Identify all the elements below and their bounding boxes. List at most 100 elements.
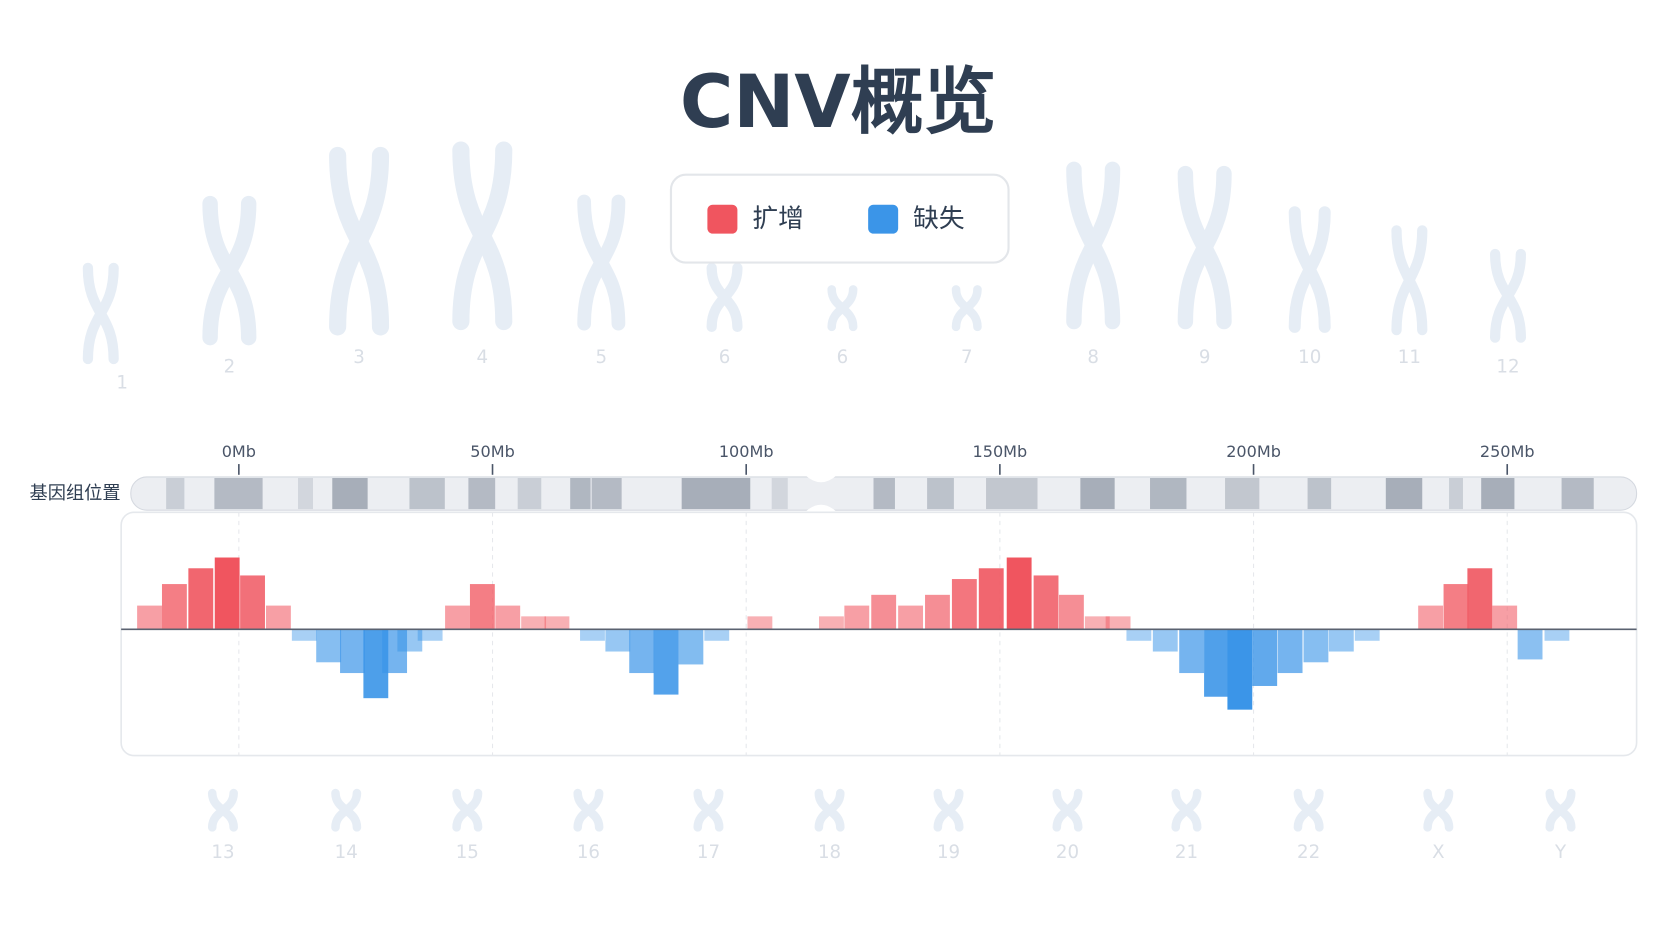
chromosome-arm [1177, 165, 1232, 330]
cnv-bar [316, 629, 342, 663]
chromosome-arm [573, 788, 604, 832]
cnv-bar [544, 616, 570, 630]
ideogram-band [1150, 478, 1187, 510]
cnv-bar [161, 584, 187, 630]
chromosome-arm [331, 788, 362, 832]
chromosome-label: 22 [1297, 842, 1320, 863]
ideogram-band [873, 478, 895, 510]
ideogram-band [409, 478, 445, 510]
chromosome-arm [202, 195, 257, 346]
cnv-bar [1006, 557, 1032, 630]
ideogram-band [591, 478, 622, 510]
cnv-bar [521, 616, 547, 630]
ideogram-band [1481, 478, 1515, 510]
ideogram-band [1080, 478, 1115, 510]
cnv-bar [629, 629, 655, 674]
cnv-bar [495, 605, 521, 630]
x-tick-label: 100Mb [719, 442, 774, 461]
cnv-bar [1152, 629, 1178, 652]
chromosome-label: 4 [477, 347, 489, 368]
chart-title: CNV概览 [680, 60, 997, 145]
chromosome-arm [1171, 788, 1202, 832]
cnv-bar [925, 594, 950, 630]
chromosome-arm [1052, 788, 1083, 832]
chromosome-label: X [1432, 842, 1444, 863]
cnv-bar [819, 616, 844, 630]
cnv-bar [1277, 629, 1303, 674]
cnv-bar [678, 629, 704, 665]
cnv-bar [1105, 616, 1131, 630]
chromosome-arm [1066, 161, 1121, 330]
chromosome-arm [329, 146, 390, 336]
ideogram-band [1561, 478, 1594, 510]
ideogram-band [332, 478, 368, 510]
cnv-bar [214, 557, 240, 630]
chromosome-label: 9 [1199, 347, 1211, 368]
cnv-bar [580, 629, 605, 641]
cnv-bar [1328, 629, 1354, 652]
chromosome-arm [1391, 225, 1428, 336]
cnv-bar [1058, 594, 1084, 630]
chromosome-label: 21 [1175, 842, 1198, 863]
chromosome-arm [452, 141, 513, 331]
plot-frame [120, 511, 1638, 757]
cnv-bar [653, 629, 679, 695]
chromosome-label: 12 [1496, 357, 1519, 378]
chromosome-arm [951, 285, 982, 332]
cnv-bar [188, 568, 214, 630]
chromosome-arm [814, 788, 845, 832]
chromosome-label: 8 [1087, 347, 1099, 368]
chromosome-label: 10 [1298, 347, 1321, 368]
cnv-bar [1033, 575, 1059, 630]
cnv-bar [1227, 629, 1253, 710]
cnv-bar [397, 629, 423, 652]
chromosome-label: 1 [116, 373, 128, 394]
cnv-bar [1418, 605, 1444, 630]
cnv-bar [1467, 568, 1493, 630]
chromosome-arm [827, 285, 858, 332]
chromosome-label: 13 [211, 842, 234, 863]
cnv-bar [1443, 584, 1469, 630]
legend-box [669, 173, 1010, 264]
x-tick-label: 250Mb [1480, 442, 1535, 461]
ideogram-band [1225, 478, 1260, 510]
ideogram-band [771, 478, 788, 510]
cnv-bar [978, 568, 1004, 630]
cnv-bar [1204, 629, 1229, 697]
cnv-bar [1252, 629, 1278, 686]
chromosome-label: 11 [1398, 347, 1421, 368]
chromosome-label: 18 [818, 842, 841, 863]
x-tick-label: 200Mb [1226, 442, 1281, 461]
chromosome-label: 17 [697, 842, 720, 863]
cnv-bar [1084, 616, 1110, 630]
chromosome-arm [452, 788, 483, 832]
ideogram-band [681, 478, 751, 510]
cnv-bar [1126, 629, 1152, 641]
chromosome-arm [706, 262, 743, 333]
ideogram-band [517, 478, 542, 510]
ideogram-band [986, 478, 1038, 510]
cnv-bar [951, 579, 977, 630]
chromosome-arm [1489, 248, 1526, 343]
cnv-bar [1179, 629, 1205, 674]
legend-swatch [868, 204, 899, 234]
chromosome-arm [1293, 788, 1324, 832]
legend-label: 扩增 [752, 204, 803, 234]
cnv-bar [605, 629, 631, 652]
chromosome-arm [1545, 788, 1576, 832]
cnv-bar [469, 584, 495, 630]
chromosome-arm [207, 788, 238, 832]
ideogram-band [297, 478, 313, 510]
cnv-bar [265, 605, 291, 630]
legend-label: 缺失 [913, 204, 964, 234]
chromosome-arm [1288, 206, 1331, 333]
chromosome-label: Y [1554, 842, 1567, 863]
chromosome-label: 20 [1056, 842, 1079, 863]
chromosome-label: 7 [961, 347, 973, 368]
cnv-bar [1544, 629, 1570, 641]
ideogram-band [1307, 478, 1332, 510]
cnv-bar [1517, 629, 1543, 660]
x-tick-label: 150Mb [973, 442, 1028, 461]
cnv-bar [1303, 629, 1329, 663]
